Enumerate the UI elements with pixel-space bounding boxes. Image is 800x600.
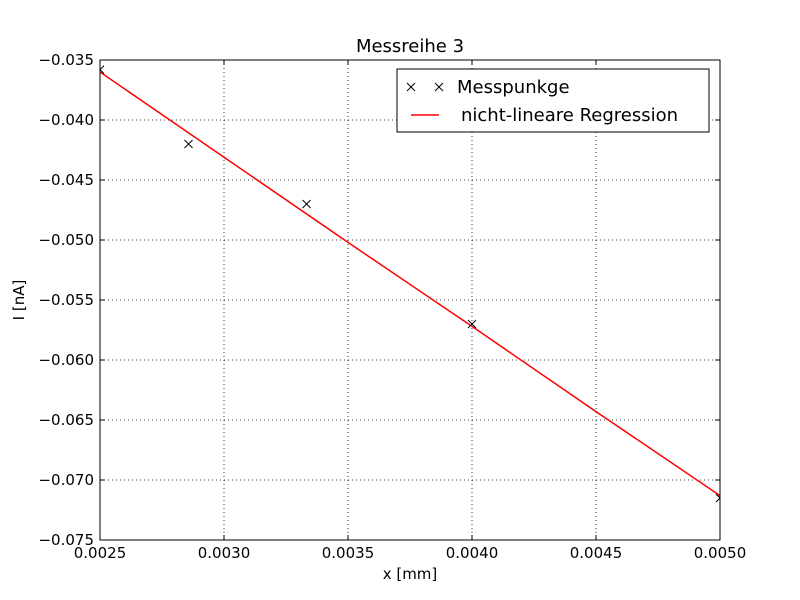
x-tick-label: 0.0050 bbox=[694, 544, 747, 562]
legend-item: nicht-lineare Regression bbox=[411, 105, 678, 126]
y-tick-label: −0.075 bbox=[38, 531, 94, 549]
x-tick-label: 0.0045 bbox=[570, 544, 623, 562]
x-tick-label: 0.0040 bbox=[446, 544, 499, 562]
legend-label: Messpunkge bbox=[457, 77, 570, 98]
regression-line bbox=[100, 71, 720, 497]
legend-item: Messpunkge bbox=[406, 77, 570, 98]
y-tick-label: −0.045 bbox=[38, 171, 94, 189]
x-tick-label: 0.0030 bbox=[198, 544, 251, 562]
data-point bbox=[467, 319, 477, 329]
y-axis-label: I [nA] bbox=[10, 280, 28, 321]
data-point bbox=[184, 139, 193, 149]
y-tick-label: −0.050 bbox=[38, 231, 94, 249]
y-tick-label: −0.040 bbox=[38, 111, 94, 129]
x-axis-label: x [mm] bbox=[383, 565, 438, 583]
data-point bbox=[100, 65, 105, 74]
legend-marker bbox=[434, 82, 444, 92]
data-point bbox=[302, 199, 311, 209]
measurement-points bbox=[100, 65, 720, 503]
x-tick-label: 0.0025 bbox=[74, 544, 127, 562]
legend-marker bbox=[406, 82, 416, 92]
chart-title: Messreihe 3 bbox=[356, 36, 464, 57]
y-tick-label: −0.065 bbox=[38, 411, 94, 429]
y-tick-label: −0.070 bbox=[38, 471, 94, 489]
data-point bbox=[715, 493, 720, 503]
y-tick-label: −0.060 bbox=[38, 351, 94, 369]
legend-label: nicht-lineare Regression bbox=[461, 105, 678, 126]
ticks: 0.0025 0.0030 0.0035 0.0040 0.0045 0.0050 −0.0… bbox=[38, 51, 746, 562]
legend: Messpunkge nicht-lineare Regression bbox=[396, 68, 710, 133]
legend-box bbox=[396, 68, 710, 133]
plot-area bbox=[100, 65, 720, 503]
x-tick-label: 0.0035 bbox=[322, 544, 375, 562]
y-tick-label: −0.035 bbox=[38, 51, 94, 69]
y-tick-label: −0.055 bbox=[38, 291, 94, 309]
